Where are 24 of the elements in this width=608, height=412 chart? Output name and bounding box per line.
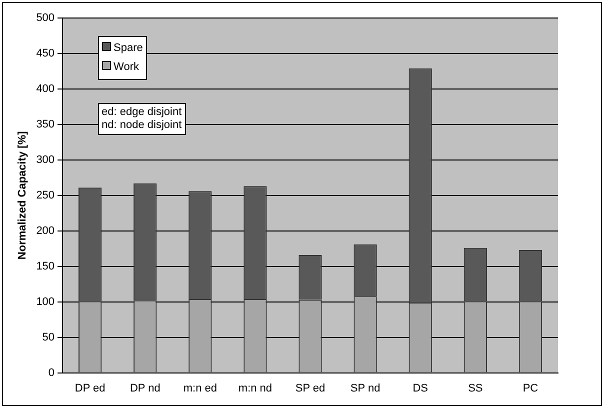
y-tick-label: 0 [48,366,55,379]
x-tick-label: DP ed [74,382,106,394]
x-tick-label: m:n nd [238,382,272,394]
y-tick-label: 400 [36,82,55,95]
annotation: ed: edge disjoint nd: node disjoint [98,103,186,135]
y-tick-label: 150 [36,260,55,272]
x-tick-label: m:n ed [183,382,217,394]
y-tick-label: 100 [36,296,55,308]
x-tick-label: SP ed [295,382,326,394]
x-tick-label: PC [522,382,538,394]
y-tick-label: 350 [36,118,55,130]
y-tick-label: 450 [36,48,55,60]
x-tick-label: SS [468,382,483,394]
legend-label: Work [112,60,140,75]
y-tick-label: 50 [42,331,55,344]
y-tick-label: 300 [36,154,55,166]
y-tick-label: 200 [36,224,55,237]
y-tick-label: 250 [36,189,55,202]
x-tick-label: SP nd [350,382,380,394]
y-tick-label: 500 [36,12,55,24]
legend-label: Spare [112,41,143,56]
y-axis-title: Normalized Capacity [%] [16,130,29,260]
x-tick-label: DS [412,382,428,394]
x-tick-label: DP nd [130,382,160,394]
